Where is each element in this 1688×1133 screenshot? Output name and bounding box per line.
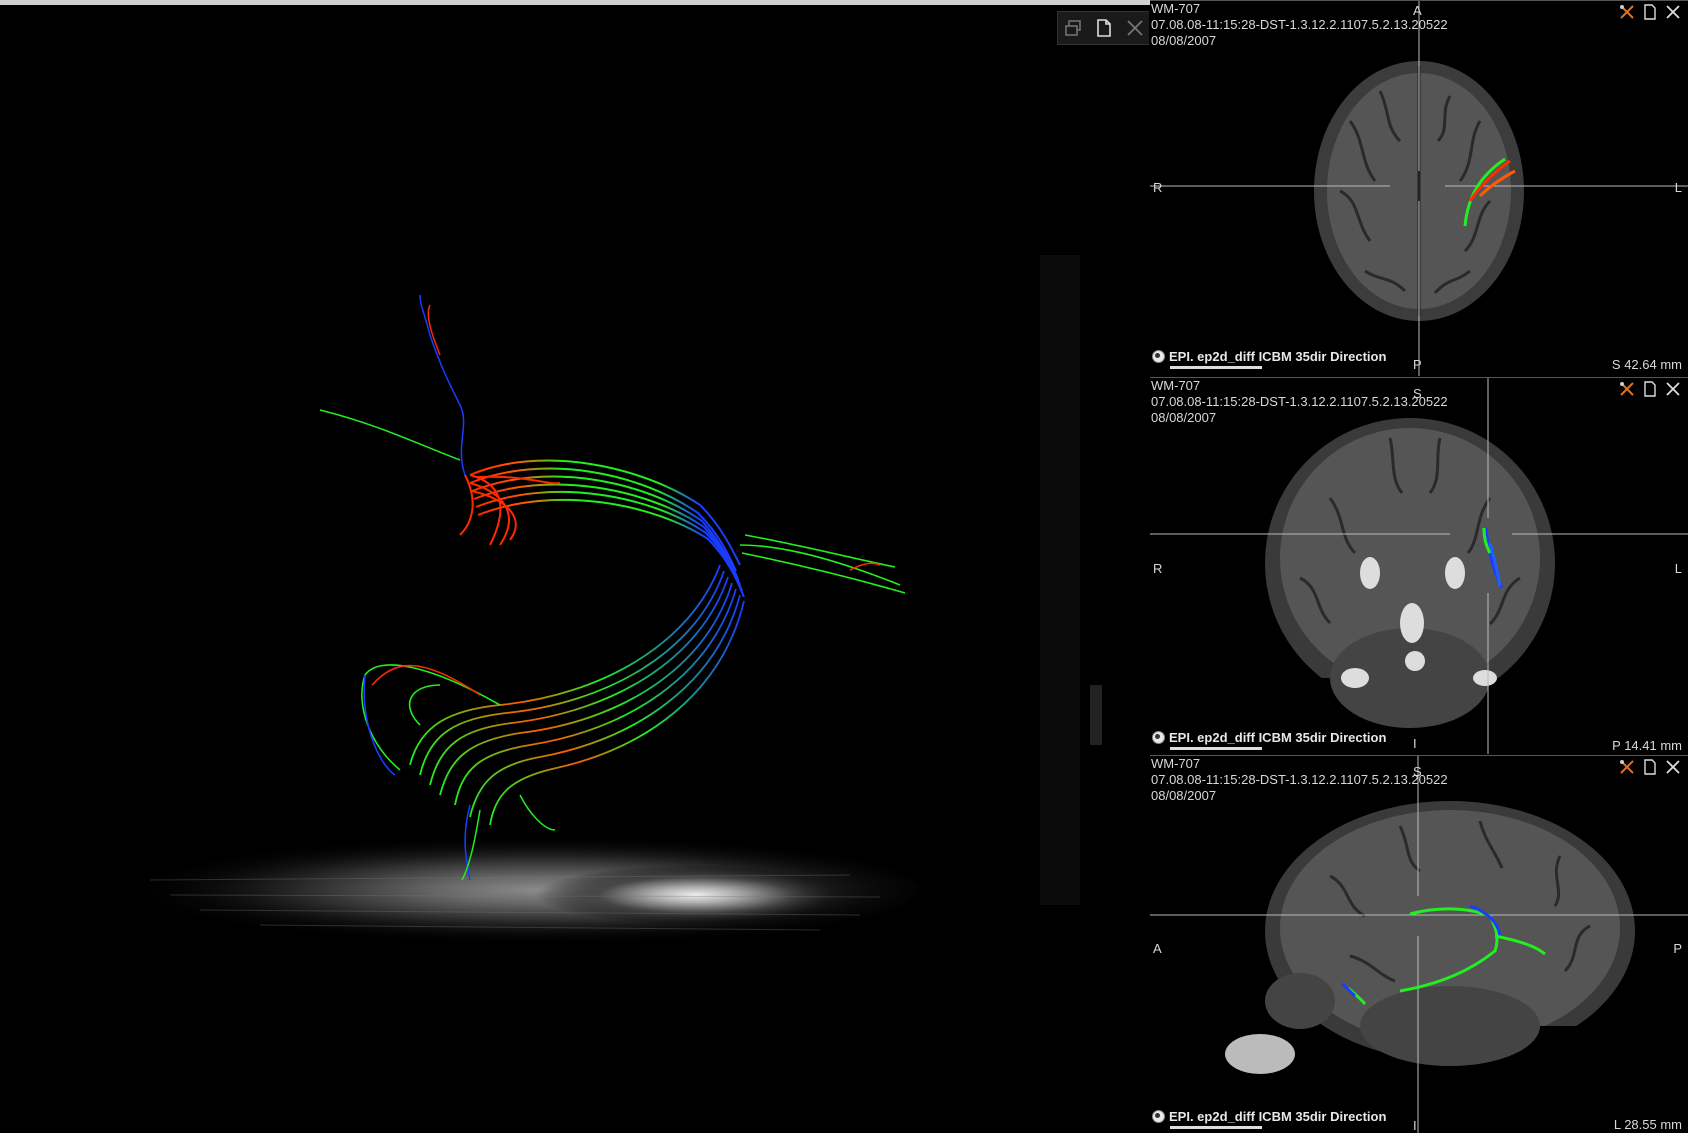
study-date: 08/08/2007	[1151, 410, 1217, 425]
page-icon[interactable]	[1640, 3, 1659, 20]
sagittal-viewport[interactable]: WM-707 07.08.08-11:15:28-DST-1.3.12.2.11…	[1150, 755, 1688, 1133]
series-label[interactable]: EPI. ep2d_diff ICBM 35dir Direction	[1152, 730, 1387, 750]
coronal-brain-image	[1150, 378, 1688, 754]
viewport-controls	[1617, 758, 1682, 775]
tools-icon[interactable]	[1617, 3, 1636, 20]
slice-position: P 14.41 mm	[1612, 738, 1682, 753]
orientation-top: A	[1413, 3, 1422, 18]
viewport-info: WM-707 07.08.08-11:15:28-DST-1.3.12.2.11…	[1151, 1, 1448, 49]
page-icon[interactable]	[1640, 758, 1659, 775]
close-icon[interactable]	[1663, 758, 1682, 775]
series-progress-bar	[1170, 1126, 1262, 1129]
close-icon[interactable]	[1123, 16, 1147, 40]
axial-brain-image	[1150, 1, 1688, 376]
series-icon	[1152, 731, 1165, 744]
orientation-left: R	[1153, 180, 1163, 195]
slice-position: L 28.55 mm	[1613, 1117, 1682, 1132]
orientation-bottom: I	[1413, 1118, 1417, 1133]
axial-viewport[interactable]: WM-707 07.08.08-11:15:28-DST-1.3.12.2.11…	[1150, 0, 1688, 376]
study-uid: 07.08.08-11:15:28-DST-1.3.12.2.1107.5.2.…	[1151, 17, 1448, 32]
orientation-left: A	[1153, 941, 1162, 956]
series-icon	[1152, 350, 1165, 363]
orientation-bottom: I	[1413, 736, 1417, 751]
sagittal-brain-image	[1150, 756, 1688, 1133]
patient-id: WM-707	[1151, 756, 1201, 771]
orientation-top: S	[1413, 764, 1422, 779]
orientation-right: L	[1674, 561, 1682, 576]
series-progress-bar	[1170, 366, 1262, 369]
layout-icon[interactable]	[1061, 16, 1085, 40]
study-uid: 07.08.08-11:15:28-DST-1.3.12.2.1107.5.2.…	[1151, 394, 1448, 409]
series-name: EPI. ep2d_diff ICBM 35dir Direction	[1169, 730, 1387, 745]
orientation-left: R	[1153, 561, 1163, 576]
fiber-tract-render	[80, 255, 1102, 945]
tools-icon[interactable]	[1617, 380, 1636, 397]
series-name: EPI. ep2d_diff ICBM 35dir Direction	[1169, 1109, 1387, 1124]
patient-id: WM-707	[1151, 378, 1201, 393]
orientation-right: P	[1673, 941, 1682, 956]
orientation-top: S	[1413, 386, 1422, 401]
page-icon[interactable]	[1640, 380, 1659, 397]
series-label[interactable]: EPI. ep2d_diff ICBM 35dir Direction	[1152, 1109, 1387, 1129]
view-toolbar	[1057, 11, 1149, 45]
coronal-viewport[interactable]: WM-707 07.08.08-11:15:28-DST-1.3.12.2.11…	[1150, 377, 1688, 754]
tractography-3d-view[interactable]	[0, 5, 1149, 1132]
orientation-bottom: P	[1413, 357, 1422, 372]
series-name: EPI. ep2d_diff ICBM 35dir Direction	[1169, 349, 1387, 364]
viewport-controls	[1617, 3, 1682, 20]
series-label[interactable]: EPI. ep2d_diff ICBM 35dir Direction	[1152, 349, 1387, 369]
orientation-right: L	[1674, 180, 1682, 195]
study-date: 08/08/2007	[1151, 33, 1217, 48]
tools-icon[interactable]	[1617, 758, 1636, 775]
series-progress-bar	[1170, 747, 1262, 750]
study-uid: 07.08.08-11:15:28-DST-1.3.12.2.1107.5.2.…	[1151, 772, 1448, 787]
close-icon[interactable]	[1663, 380, 1682, 397]
series-icon	[1152, 1110, 1165, 1123]
window-top-border	[0, 0, 1688, 5]
close-icon[interactable]	[1663, 3, 1682, 20]
slice-position: S 42.64 mm	[1611, 357, 1682, 372]
viewport-info: WM-707 07.08.08-11:15:28-DST-1.3.12.2.11…	[1151, 378, 1448, 426]
viewport-controls	[1617, 380, 1682, 397]
viewport-info: WM-707 07.08.08-11:15:28-DST-1.3.12.2.11…	[1151, 756, 1448, 804]
study-date: 08/08/2007	[1151, 788, 1217, 803]
page-icon[interactable]	[1092, 16, 1116, 40]
patient-id: WM-707	[1151, 1, 1201, 16]
